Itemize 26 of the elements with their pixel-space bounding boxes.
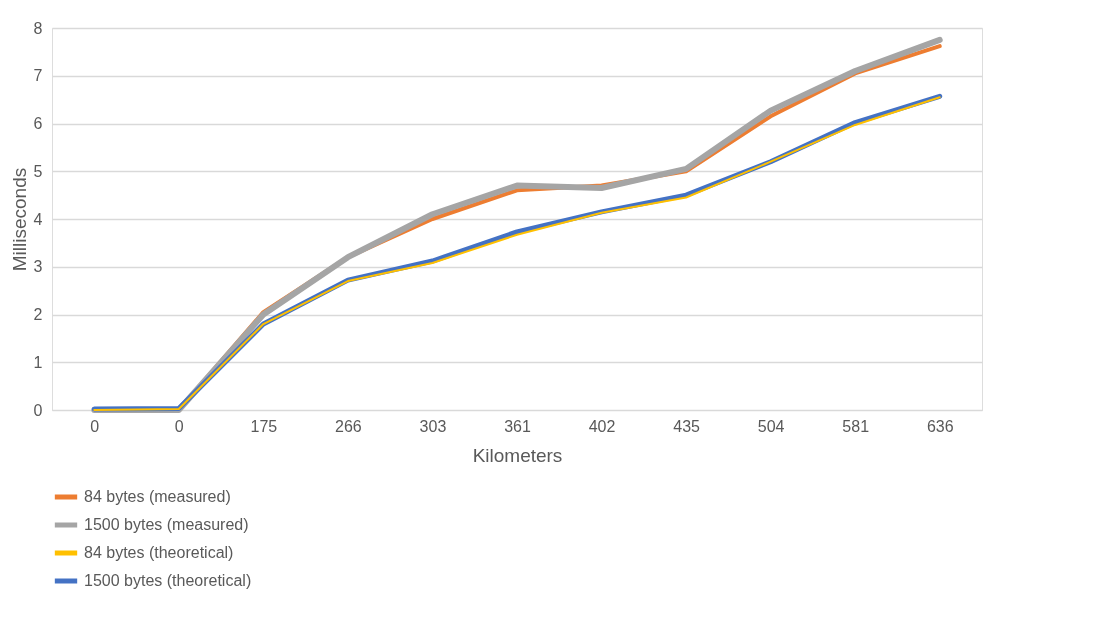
x-tick-label: 581 [842, 417, 870, 435]
x-tick-label: 0 [174, 417, 184, 435]
x-tick-label: 0 [90, 417, 100, 435]
x-tick-label: 402 [588, 417, 616, 435]
x-tick-label: 303 [419, 417, 447, 435]
y-tick-label: 6 [33, 115, 43, 132]
legend-label: 84 bytes (measured) [84, 488, 231, 505]
x-tick-label: 636 [926, 417, 954, 435]
y-tick-label: 0 [33, 401, 43, 419]
y-tick-label: 1 [33, 353, 43, 371]
x-axis-title: Kilometers [472, 444, 563, 466]
x-tick-label: 175 [250, 417, 278, 435]
y-tick-label: 2 [33, 306, 43, 323]
y-tick-label: 5 [33, 162, 43, 180]
legend-label: 84 bytes (theoretical) [84, 544, 234, 561]
y-tick-label: 7 [33, 67, 43, 85]
x-tick-label: 504 [757, 417, 785, 435]
y-tick-label: 8 [33, 19, 43, 37]
x-tick-label: 361 [504, 417, 531, 435]
y-tick-label: 4 [33, 210, 43, 228]
legend-label: 1500 bytes (measured) [84, 516, 249, 533]
x-tick-label: 266 [335, 417, 362, 435]
legend-label: 1500 bytes (theoretical) [84, 572, 252, 589]
x-tick-label: 435 [673, 417, 701, 435]
y-tick-label: 3 [33, 258, 43, 276]
y-axis-title: Milliseconds [8, 167, 30, 272]
